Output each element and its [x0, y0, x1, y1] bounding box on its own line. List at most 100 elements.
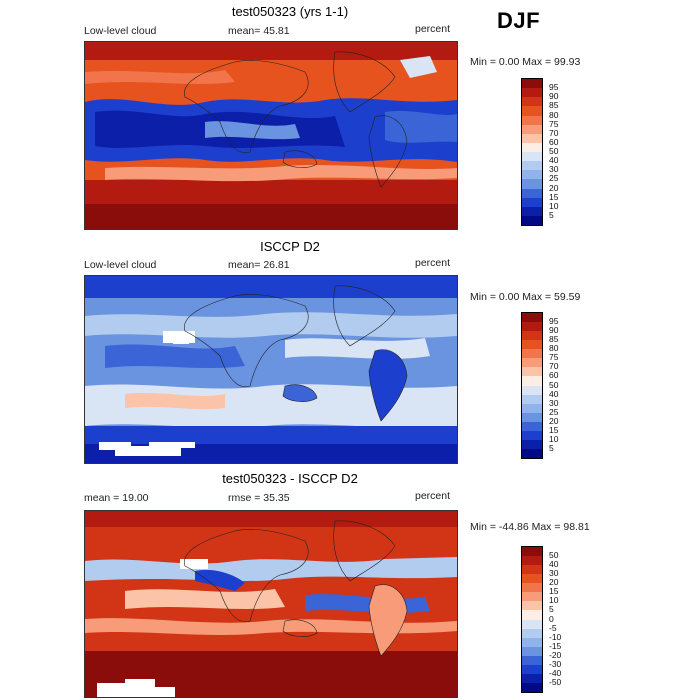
- colorbar-tick-label: 40: [549, 559, 559, 570]
- colorbar-tick-label: 75: [549, 352, 559, 363]
- colorbar-tick-label: -30: [549, 658, 562, 669]
- colorbar-swatch: [522, 439, 542, 449]
- colorbar-tick-label: 5: [549, 604, 554, 615]
- colorbar-tick-label: 15: [549, 191, 559, 202]
- colorbar-swatch: [522, 610, 542, 620]
- colorbar-tick-label: 85: [549, 334, 559, 345]
- panel-1-map: [84, 41, 458, 230]
- colorbar-swatch: [522, 179, 542, 189]
- panel-2-map: [84, 275, 458, 464]
- colorbar-tick-label: 90: [549, 325, 559, 336]
- panel-1-units: percent: [415, 23, 451, 35]
- colorbar-tick-label: 20: [549, 415, 559, 426]
- colorbar-swatch: [522, 628, 542, 638]
- colorbar-tick-label: 70: [549, 127, 559, 138]
- colorbar-swatch: [522, 655, 542, 665]
- colorbar-tick-label: -50: [549, 676, 562, 687]
- panel-2-mean: mean= 26.81: [228, 259, 290, 271]
- season-label: DJF: [497, 8, 541, 33]
- colorbar-swatch: [522, 430, 542, 440]
- colorbar-swatch: [522, 340, 542, 350]
- colorbar-tick-label: 50: [549, 550, 559, 561]
- colorbar-tick-label: 50: [549, 146, 559, 156]
- colorbar-tick-label: -10: [549, 631, 562, 642]
- colorbar-swatch: [522, 367, 542, 377]
- colorbar-tick-label: 95: [549, 316, 559, 327]
- panel-2-variable-label: Low-level cloud: [84, 259, 157, 271]
- colorbar-tick-label: 95: [549, 82, 559, 93]
- colorbar-tick-label: 15: [549, 424, 559, 435]
- colorbar-tick-label: 60: [549, 370, 559, 381]
- colorbar-tick-label: 40: [549, 155, 559, 166]
- colorbar-swatch: [522, 565, 542, 575]
- colorbar-tick-label: 5: [549, 442, 554, 453]
- colorbar-swatch: [522, 556, 542, 566]
- colorbar-swatch: [522, 394, 542, 404]
- colorbar-swatch: [522, 592, 542, 602]
- panel-2-units: percent: [415, 257, 451, 269]
- colorbar-swatch: [522, 448, 542, 458]
- colorbar-tick-label: 75: [549, 118, 559, 129]
- panel-2-minmax: Min = 0.00 Max = 59.59: [470, 291, 581, 303]
- colorbar-swatch: [522, 124, 542, 134]
- panel-3-colorbar: [521, 546, 543, 693]
- colorbar-tick-label: 80: [549, 109, 559, 120]
- colorbar-tick-label: 50: [549, 379, 559, 390]
- panel-1-mean: mean= 45.81: [228, 25, 290, 37]
- colorbar-swatch: [522, 601, 542, 611]
- colorbar-swatch: [522, 664, 542, 674]
- colorbar-swatch: [522, 215, 542, 225]
- colorbar-tick-label: 90: [549, 91, 559, 102]
- colorbar-tick-label: 10: [549, 200, 559, 211]
- colorbar-swatch: [522, 583, 542, 593]
- panel-3-mean: mean = 19.00: [84, 492, 149, 504]
- panel-1-title: test050323 (yrs 1-1): [231, 4, 349, 19]
- colorbar-swatch: [522, 161, 542, 171]
- colorbar-swatch: [522, 142, 542, 152]
- colorbar-swatch: [522, 206, 542, 216]
- colorbar-swatch: [522, 385, 542, 395]
- colorbar-swatch: [522, 349, 542, 359]
- colorbar-swatch: [522, 682, 542, 692]
- colorbar-tick-label: 15: [549, 586, 559, 597]
- colorbar-swatch: [522, 106, 542, 116]
- colorbar-swatch: [522, 88, 542, 98]
- colorbar-swatch: [522, 170, 542, 180]
- panel-1-minmax: Min = 0.00 Max = 99.93: [470, 56, 581, 68]
- colorbar-tick-label: -20: [549, 649, 562, 660]
- panel-3-units: percent: [415, 490, 451, 502]
- colorbar-swatch: [522, 637, 542, 647]
- colorbar-swatch: [522, 115, 542, 125]
- colorbar-tick-label: 25: [549, 173, 559, 184]
- panel-3-minmax: Min = -44.86 Max = 98.81: [470, 521, 590, 533]
- colorbar-swatch: [522, 358, 542, 368]
- colorbar-swatch: [522, 313, 542, 323]
- colorbar-tick-label: 5: [549, 209, 554, 220]
- colorbar-tick-label: 10: [549, 595, 559, 606]
- colorbar-swatch: [522, 152, 542, 162]
- colorbar-tick-label: 10: [549, 433, 559, 444]
- colorbar-tick-label: -5: [549, 622, 557, 633]
- colorbar-swatch: [522, 412, 542, 422]
- colorbar-swatch: [522, 673, 542, 683]
- colorbar-tick-label: 60: [549, 136, 559, 147]
- panel-2-colorbar: [521, 312, 543, 459]
- colorbar-swatch: [522, 547, 542, 557]
- colorbar-tick-label: 70: [549, 361, 559, 372]
- colorbar-tick-label: 0: [549, 613, 554, 624]
- colorbar-tick-label: 80: [549, 343, 559, 354]
- panel-3-map: [84, 510, 458, 698]
- colorbar-swatch: [522, 322, 542, 332]
- panel-2-title: ISCCP D2: [260, 239, 320, 254]
- colorbar-swatch: [522, 97, 542, 107]
- colorbar-swatch: [522, 403, 542, 413]
- colorbar-tick-label: 20: [549, 182, 559, 193]
- colorbar-tick-label: 20: [549, 577, 559, 588]
- colorbar-tick-label: 25: [549, 406, 559, 417]
- colorbar-tick-label: 30: [549, 568, 559, 579]
- colorbar-swatch: [522, 619, 542, 629]
- panel-1-variable-label: Low-level cloud: [84, 25, 157, 37]
- colorbar-tick-label: 30: [549, 164, 559, 175]
- colorbar-swatch: [522, 188, 542, 198]
- panel-3-rmse: rmse = 35.35: [228, 492, 290, 504]
